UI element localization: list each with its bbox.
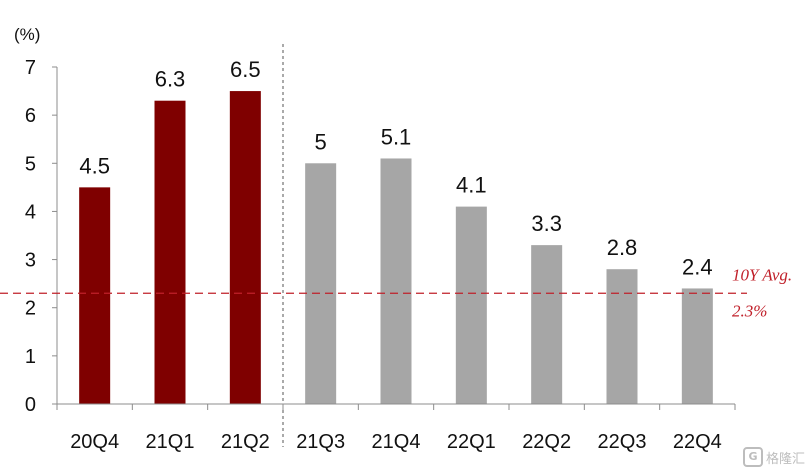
watermark-text: 格隆汇 xyxy=(765,451,805,467)
y-tick-label: 3 xyxy=(25,250,36,272)
data-label: 4.1 xyxy=(456,173,487,198)
y-tick-label: 0 xyxy=(25,394,36,416)
y-tick-label: 2 xyxy=(25,298,36,320)
bar xyxy=(455,206,487,404)
x-category-label: 22Q4 xyxy=(673,431,722,453)
bar xyxy=(606,269,638,404)
reference-line-group: 10Y Avg. 2.3% xyxy=(0,265,792,320)
bar xyxy=(681,288,713,404)
y-tick-label: 5 xyxy=(25,153,36,175)
data-label: 6.5 xyxy=(230,57,261,82)
data-label: 3.3 xyxy=(531,211,562,236)
x-category-label: 21Q3 xyxy=(296,431,345,453)
data-label: 6.3 xyxy=(155,67,186,92)
x-category-label: 21Q1 xyxy=(146,431,195,453)
bar xyxy=(154,100,186,404)
avg-label-title: 10Y Avg. xyxy=(732,265,792,284)
x-category-label: 21Q2 xyxy=(221,431,270,453)
bar xyxy=(79,187,111,404)
x-category-label: 20Q4 xyxy=(70,431,119,453)
y-tick-label: 1 xyxy=(25,346,36,368)
data-label: 5.1 xyxy=(381,124,412,149)
data-label: 4.5 xyxy=(79,153,110,178)
y-axis: 0 1 2 3 4 5 6 7 xyxy=(25,57,58,416)
data-label: 5 xyxy=(315,129,327,154)
bar xyxy=(305,163,337,404)
y-unit-label: (%) xyxy=(14,25,40,44)
y-tick-label: 7 xyxy=(25,57,36,79)
y-tick-label: 4 xyxy=(25,201,36,223)
x-category-label: 21Q4 xyxy=(372,431,421,453)
x-category-label: 22Q3 xyxy=(598,431,647,453)
bar xyxy=(531,245,563,404)
bars-group: 4.5 6.3 6.5 5 5.1 4.1 3.3 2.8 2.4 xyxy=(79,44,713,447)
data-label: 2.8 xyxy=(607,235,638,260)
x-category-label: 22Q2 xyxy=(522,431,571,453)
bar xyxy=(380,158,412,404)
avg-label-value: 2.3% xyxy=(732,301,767,320)
x-category-label: 22Q1 xyxy=(447,431,496,453)
data-label: 2.4 xyxy=(682,254,713,279)
y-tick-label: 6 xyxy=(25,105,36,127)
x-axis: 20Q4 21Q1 21Q2 21Q3 21Q4 22Q1 22Q2 22Q3 22Q4 xyxy=(56,403,736,453)
watermark: G 格隆汇 xyxy=(742,447,805,467)
watermark-logo-icon: G xyxy=(742,447,763,467)
bar xyxy=(229,91,261,405)
